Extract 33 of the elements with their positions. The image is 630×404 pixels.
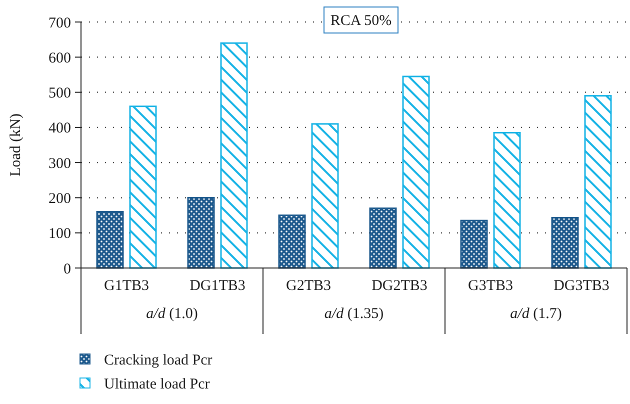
bar [129,106,157,269]
bar [402,76,430,269]
bar [460,220,488,269]
bar [369,208,397,269]
x-tick-label: G3TB3 [468,278,513,294]
y-tick-label: 200 [48,190,71,207]
text: a/d (1.7) [510,306,562,322]
chart-title: RCA 50% [330,13,392,29]
bar [493,132,521,269]
y-tick-label: 300 [48,156,71,172]
y-tick-label: 0 [64,261,71,278]
legend-label: Ultimate load Pcr [104,376,210,392]
y-tick-label: 400 [48,120,71,137]
bar [551,216,579,269]
text: a/d (1.0) [146,306,198,322]
y-tick-label: 500 [48,86,71,102]
bar [584,95,612,269]
bar [187,196,215,269]
legend-label: Cracking load Pcr [104,352,212,368]
y-tick-label: 600 [48,50,71,66]
bar [311,123,339,269]
x-tick-label: G2TB3 [286,278,331,294]
x-tick-label: G1TB3 [104,278,149,294]
x-tick-label: DG3TB3 [554,278,610,294]
bar [220,42,248,269]
text: a/d (1.35) [324,306,384,322]
x-tick-label: DG1TB3 [190,278,246,294]
x-tick-label: DG2TB3 [372,278,428,294]
y-axis-title: Load (kN) [8,114,24,176]
y-tick-label: 700 [48,15,71,32]
y-tick-label: 100 [48,226,71,242]
bar [278,214,306,269]
bar [96,211,124,269]
